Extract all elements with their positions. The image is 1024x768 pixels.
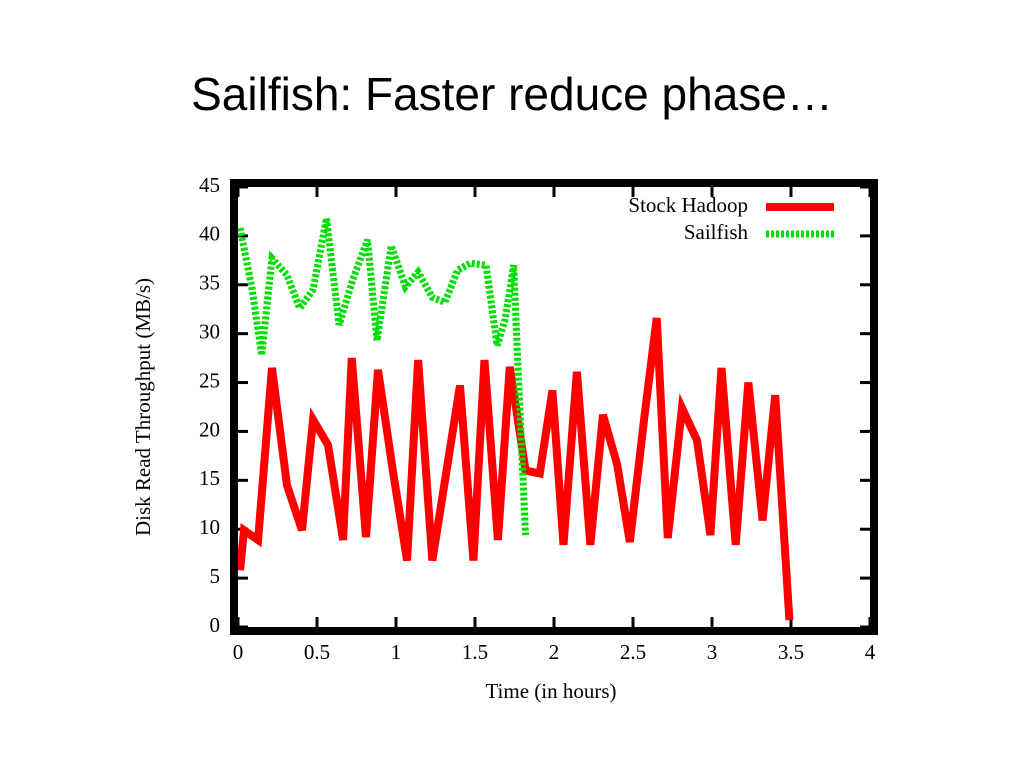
y-tick-label: 25 (199, 368, 220, 392)
y-tick-label: 5 (210, 564, 221, 588)
x-tick-label: 2.5 (620, 640, 646, 664)
y-tick-label: 45 (199, 173, 220, 197)
legend-label: Sailfish (684, 220, 749, 244)
x-axis-label: Time (in hours) (485, 679, 616, 703)
y-axis-label: Disk Read Throughput (MB/s) (131, 278, 155, 536)
y-tick-label: 40 (199, 222, 220, 246)
series-line (236, 217, 530, 536)
x-tick-label: 0 (233, 640, 244, 664)
x-tick-label: 1 (391, 640, 402, 664)
y-tick-label: 35 (199, 271, 220, 295)
x-tick-label: 1.5 (462, 640, 488, 664)
x-tick-label: 0.5 (304, 640, 330, 664)
x-tick-label: 3.5 (778, 640, 804, 664)
plot-frame (230, 179, 878, 635)
x-tick-label: 4 (865, 640, 876, 664)
series-line (236, 317, 794, 621)
y-tick-label: 15 (199, 466, 220, 490)
slide-title: Sailfish: Faster reduce phase… (191, 68, 833, 120)
legend-label: Stock Hadoop (628, 193, 748, 217)
x-tick-label: 3 (707, 640, 718, 664)
y-tick-label: 20 (199, 417, 220, 441)
y-tick-label: 0 (210, 613, 221, 637)
y-tick-label: 10 (199, 515, 220, 539)
x-tick-label: 2 (549, 640, 560, 664)
y-tick-label: 30 (199, 319, 220, 343)
